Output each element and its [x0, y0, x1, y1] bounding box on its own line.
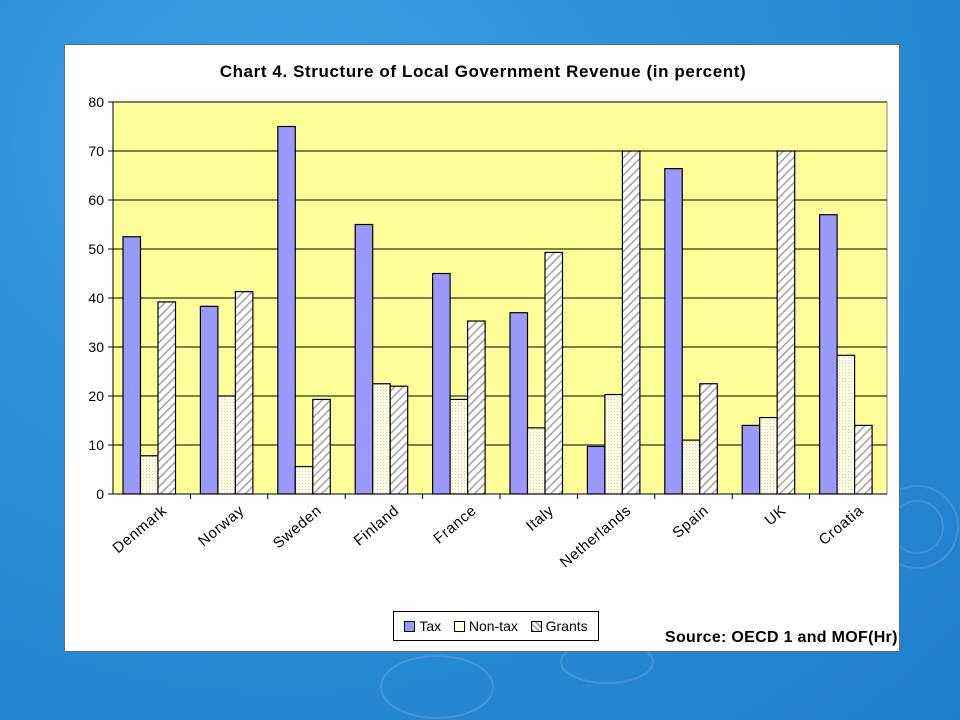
chart-legend: Tax Non-tax Grants	[393, 611, 599, 641]
x-tick-label: Netherlands	[557, 502, 635, 571]
legend-label-grants: Grants	[545, 618, 588, 634]
bar-non-tax	[681, 439, 701, 495]
bar-grants	[234, 291, 254, 495]
bar-grants	[157, 301, 177, 495]
bar-non-tax	[759, 416, 778, 495]
bar-non-tax	[139, 455, 159, 495]
bar-grants	[621, 150, 641, 495]
bar-grants	[312, 398, 331, 495]
bar-tax	[122, 236, 142, 495]
y-tick-label: 20	[88, 388, 104, 404]
legend-item-non-tax: Non-tax	[453, 618, 518, 634]
bar-grants	[853, 424, 873, 495]
bar-grants	[389, 385, 409, 495]
x-tick-label: Norway	[195, 502, 248, 550]
x-tick-label: UK	[762, 502, 790, 529]
legend-swatch-grants	[530, 620, 542, 632]
source-note: Source: OECD 1 and MOF(Hr)	[665, 629, 898, 646]
bar-tax	[199, 305, 219, 495]
bar-grants	[699, 383, 718, 495]
bar-grants	[544, 251, 564, 495]
chart-title: Chart 4. Structure of Local Government R…	[219, 62, 747, 81]
bar-tax	[277, 125, 296, 495]
bar-tax	[741, 424, 761, 495]
bar-non-tax	[217, 395, 236, 495]
legend-swatch-tax	[404, 620, 416, 632]
legend-label-non-tax: Non-tax	[468, 618, 518, 634]
bar-tax	[354, 223, 374, 495]
x-tick-label: France	[430, 502, 479, 547]
bar-non-tax	[449, 398, 469, 495]
legend-item-tax: Tax	[404, 618, 441, 634]
bar-non-tax	[294, 465, 314, 495]
y-tick-label: 70	[88, 143, 104, 159]
bar-tax	[432, 272, 451, 495]
x-tick-label: Finland	[351, 502, 403, 549]
x-tick-label: Italy	[523, 502, 557, 535]
bar-tax	[664, 168, 683, 495]
y-tick-label: 40	[88, 290, 104, 306]
bar-tax	[586, 445, 606, 495]
x-tick-label: Sweden	[270, 502, 325, 552]
bar-non-tax	[604, 393, 624, 495]
y-tick-label: 60	[88, 192, 104, 208]
bar-tax	[509, 312, 529, 495]
bar-non-tax	[372, 383, 391, 495]
legend-item-grants: Grants	[530, 618, 588, 634]
y-tick-label: 10	[88, 437, 104, 453]
y-tick-label: 30	[88, 339, 104, 355]
x-tick-label: Spain	[669, 502, 712, 542]
y-tick-label: 0	[96, 486, 104, 502]
y-tick-label: 50	[88, 241, 104, 257]
bar-non-tax	[526, 427, 546, 495]
bar-non-tax	[836, 354, 856, 495]
x-tick-label: Croatia	[816, 502, 867, 549]
legend-label-tax: Tax	[419, 618, 442, 634]
y-tick-label: 80	[88, 94, 104, 110]
bar-tax	[818, 214, 838, 495]
legend-swatch-non-tax	[453, 620, 465, 632]
x-tick-label: Denmark	[110, 502, 171, 557]
chart-frame: 0 10 20 30 40 50 60 70 80 Denmark Norway Sweden Finl…	[64, 44, 900, 652]
chart-canvas: 0 10 20 30 40 50 60 70 80 Denmark Norway Sweden Finl…	[88, 94, 888, 571]
bar-grants	[467, 320, 486, 495]
background-ripple	[380, 655, 494, 719]
bar-grants	[776, 150, 796, 495]
